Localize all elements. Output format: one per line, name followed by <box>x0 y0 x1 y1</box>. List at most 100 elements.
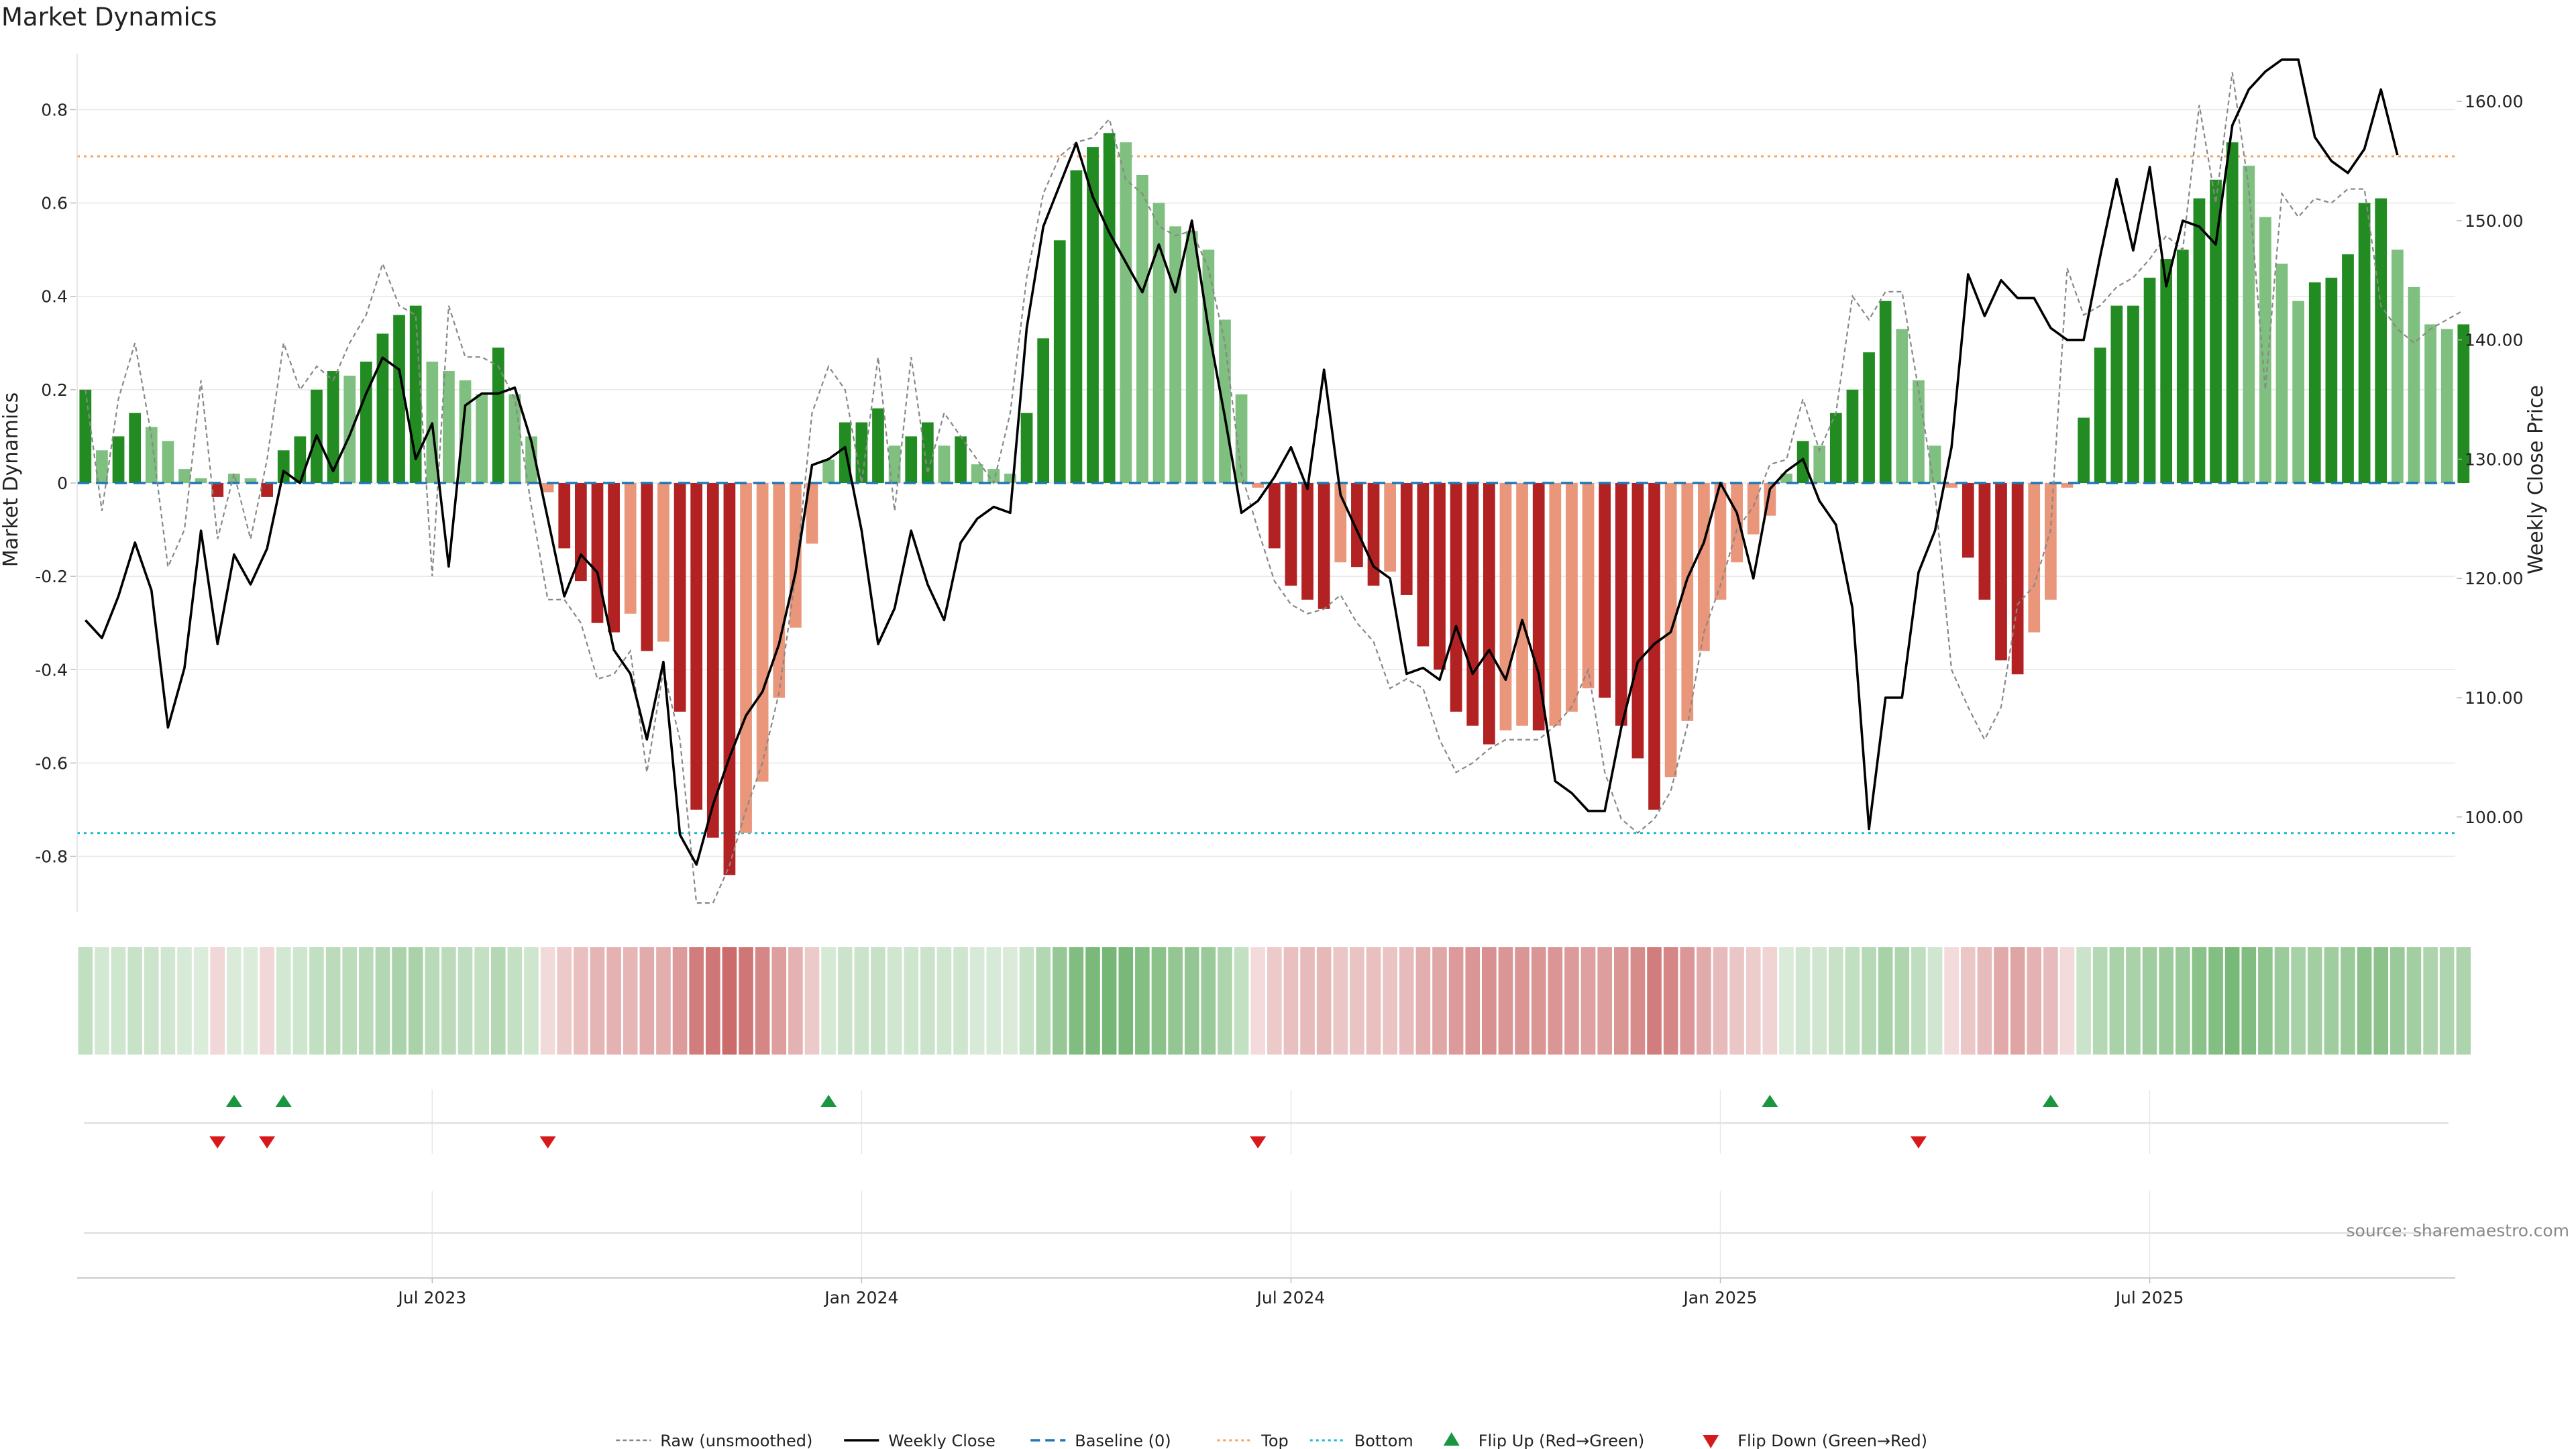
dynamics-bar <box>459 380 472 483</box>
heat-cell <box>2092 947 2108 1055</box>
dynamics-bar <box>1879 301 1892 483</box>
heat-cell <box>2175 947 2190 1055</box>
dynamics-bar <box>1566 483 1578 712</box>
legend-label: Flip Down (Green→Red) <box>1737 1432 1927 1449</box>
dynamics-bar <box>2325 277 2338 483</box>
heat-cell <box>507 947 523 1055</box>
dynamics-bar <box>525 436 537 483</box>
dynamics-bar <box>723 483 736 875</box>
heat-cell <box>2076 947 2091 1055</box>
dynamics-bar <box>1450 483 1462 712</box>
heat-cell <box>2027 947 2042 1055</box>
dynamics-bar <box>1318 483 1330 609</box>
dynamics-bar <box>178 469 191 483</box>
heat-cell <box>1862 947 1876 1055</box>
dynamics-bar <box>1087 147 1099 483</box>
heat-cell <box>1184 947 1199 1055</box>
heat-cell <box>2258 947 2273 1055</box>
dynamics-bar <box>2259 217 2271 483</box>
heat-cell <box>1548 947 1563 1055</box>
dynamics-bar <box>1400 483 1413 595</box>
y-tick-label: 0 <box>57 474 68 493</box>
heat-cell <box>1927 947 1943 1055</box>
heat-cell <box>160 947 176 1055</box>
heat-cell <box>2274 947 2290 1055</box>
heat-cell <box>425 947 440 1055</box>
y-axis-title: Market Dynamics <box>0 392 23 568</box>
dynamics-bar <box>294 436 307 483</box>
dynamics-bar <box>1962 483 1974 558</box>
heat-cell <box>309 947 324 1055</box>
heat-cell <box>1350 947 1364 1055</box>
dynamics-bar <box>2457 324 2470 483</box>
dynamics-bar <box>492 347 504 483</box>
dynamics-bar <box>1499 483 1512 731</box>
dynamics-bar <box>376 333 389 483</box>
dynamics-bar <box>2210 179 2222 483</box>
heat-cell <box>1069 947 1084 1055</box>
y2-tick-label: 110.00 <box>2465 688 2523 708</box>
flip-up-marker <box>820 1095 837 1107</box>
flip-down-marker <box>1910 1136 1927 1148</box>
heat-cell <box>1795 947 1811 1055</box>
dynamics-bar <box>1978 483 1991 600</box>
heat-cell <box>871 947 885 1055</box>
heat-cell <box>1036 947 1051 1055</box>
flip-up-marker <box>2042 1095 2059 1107</box>
dynamics-bar <box>2094 347 2106 483</box>
heat-cell <box>458 947 473 1055</box>
legend-item: Weekly Close <box>844 1432 996 1449</box>
heat-cell <box>1564 947 1579 1055</box>
grid-layer <box>77 109 2455 857</box>
heat-cell <box>1085 947 1100 1055</box>
dynamics-bar <box>790 483 802 628</box>
dynamics-bar <box>690 483 703 810</box>
heat-cell <box>969 947 985 1055</box>
dynamics-bar <box>228 474 240 483</box>
dynamics-bar <box>2408 286 2420 483</box>
dynamics-bar <box>2143 277 2156 483</box>
heat-strip <box>78 947 2471 1055</box>
flip-down-marker <box>209 1136 226 1148</box>
dynamics-bar <box>822 460 835 483</box>
dynamics-bar <box>2226 142 2239 483</box>
heat-cell <box>1977 947 1992 1055</box>
heat-cell <box>1729 947 1744 1055</box>
dynamics-bar <box>1120 142 1132 483</box>
y2-tick-label: 120.00 <box>2465 569 2523 588</box>
heat-cell <box>1697 947 1711 1055</box>
dynamics-bar <box>756 483 769 782</box>
page-title: Market Dynamics <box>1 3 217 32</box>
heat-cell <box>210 947 225 1055</box>
heat-cell <box>408 947 423 1055</box>
dynamics-bar <box>1434 483 1446 670</box>
y-tick-label: 0.4 <box>41 287 68 307</box>
dynamics-bar <box>1945 483 1958 488</box>
dynamics-bar <box>1648 483 1660 810</box>
y-tick-label: -0.8 <box>35 847 68 867</box>
dynamics-bar <box>2078 417 2090 483</box>
legend-label: Top <box>1260 1432 1289 1449</box>
axes: 0.8 0.6 0.4 0.2 0 -0.2 -0.4 -0.6 -0.8 160.00 150.0… <box>35 54 2523 1307</box>
dynamics-bar <box>1714 483 1727 600</box>
dynamics-bar <box>244 478 257 483</box>
heat-cell <box>392 947 407 1055</box>
dynamics-bar <box>129 413 142 483</box>
heat-cell <box>78 947 93 1055</box>
flip-down-marker <box>1250 1136 1267 1148</box>
heat-cell <box>1680 947 1695 1055</box>
y-tick-label: 0.2 <box>41 380 68 400</box>
heat-cell <box>95 947 109 1055</box>
heat-cell <box>557 947 572 1055</box>
heat-cell <box>1283 947 1299 1055</box>
legend-item: Flip Down (Green→Red) <box>1703 1432 1927 1449</box>
dynamics-bar <box>2028 483 2041 633</box>
heat-cell <box>2043 947 2058 1055</box>
dynamics-bar <box>1631 483 1644 759</box>
dynamics-bar <box>393 315 405 483</box>
heat-cell <box>144 947 159 1055</box>
heat-cell <box>1960 947 1976 1055</box>
flip-markers-panel <box>77 1090 2455 1279</box>
dynamics-bar <box>1020 413 1033 483</box>
